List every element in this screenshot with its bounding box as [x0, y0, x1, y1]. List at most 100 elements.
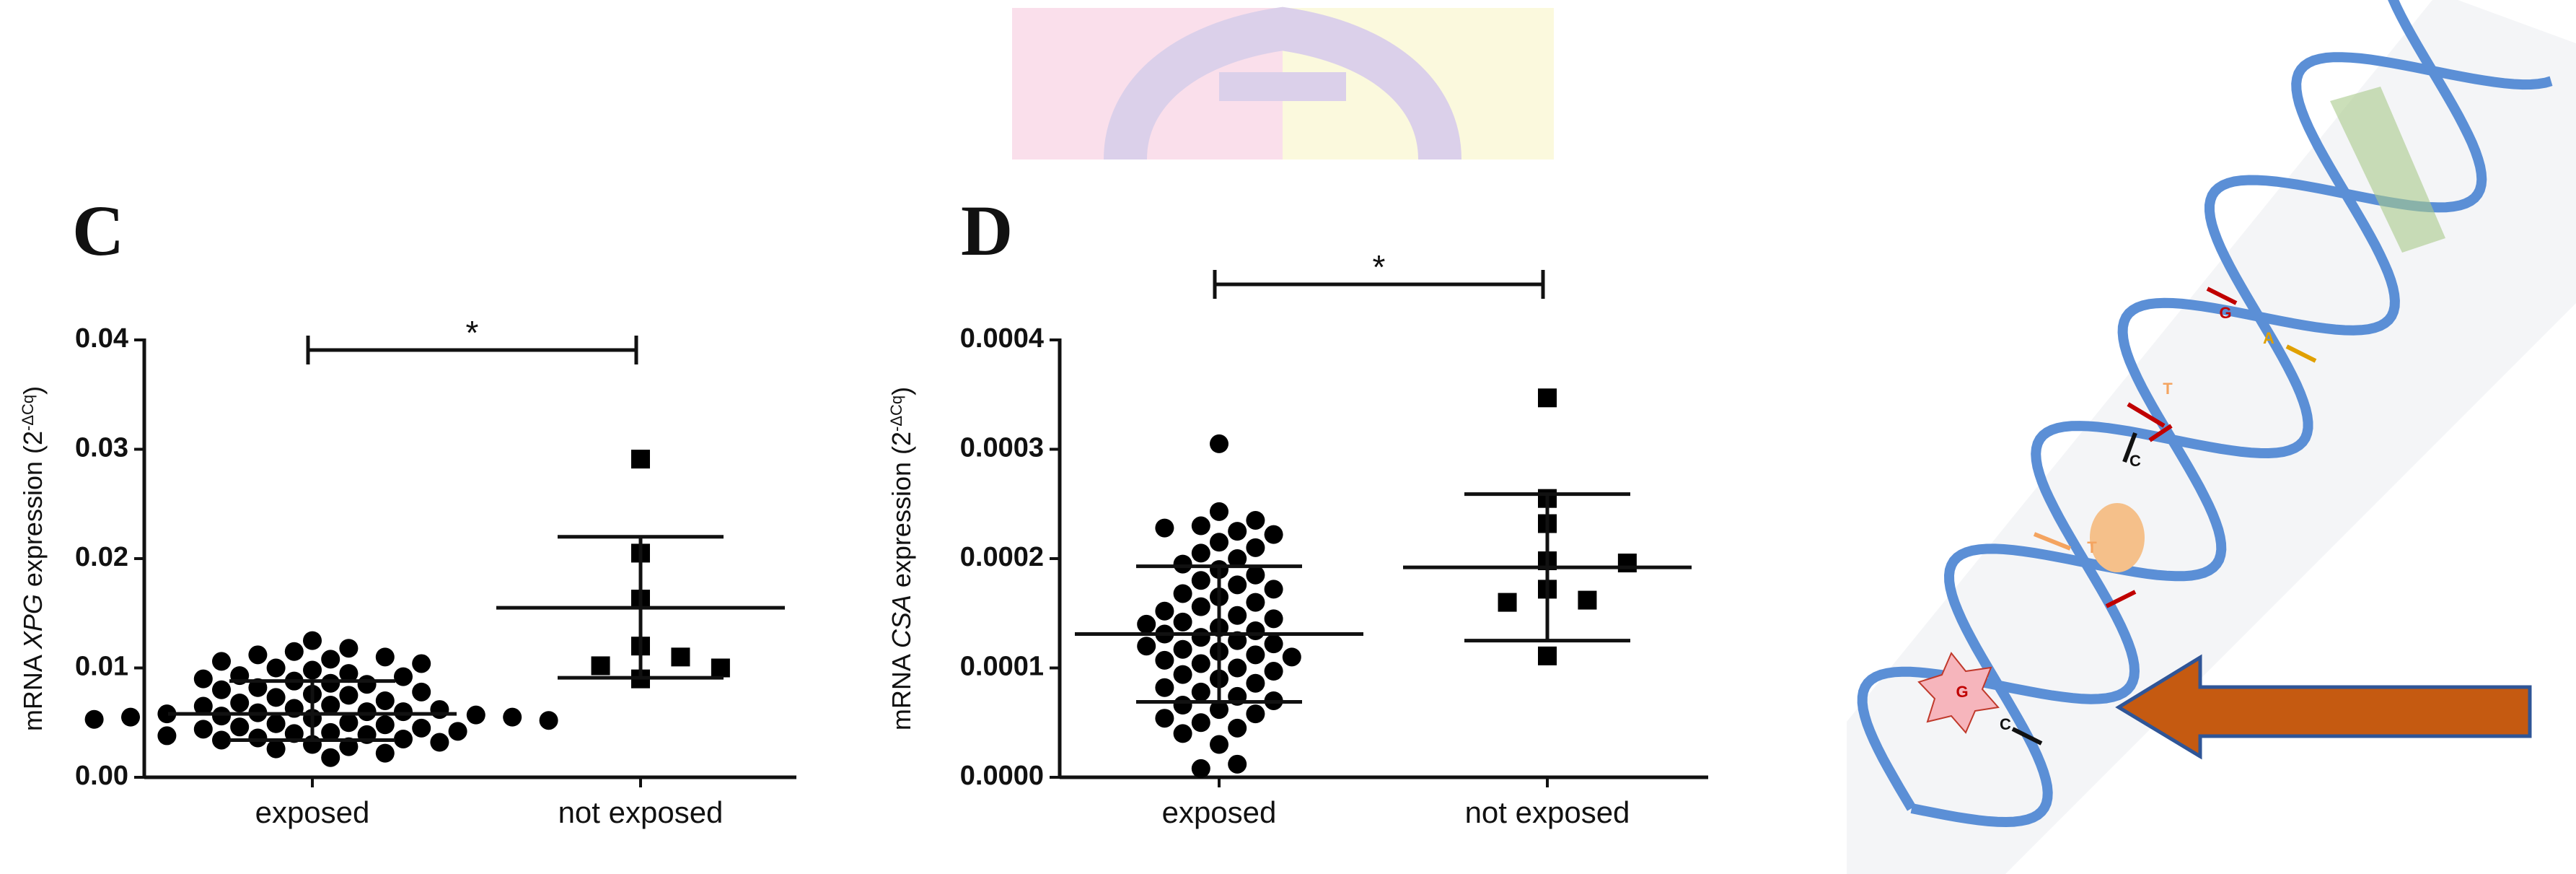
data-point	[466, 705, 485, 725]
panel-label: D	[961, 191, 1013, 271]
data-point	[212, 652, 231, 671]
y-label-part: )	[18, 386, 48, 395]
y-tick-label: 0.0003	[960, 433, 1044, 463]
y-label-part: mRNA	[887, 648, 916, 730]
y-tick-label: 0.04	[75, 323, 128, 354]
dna-letter: T	[2087, 538, 2097, 556]
data-point	[412, 718, 431, 738]
data-point	[230, 693, 250, 712]
data-point	[1155, 518, 1174, 538]
data-point	[321, 722, 340, 742]
data-point	[1210, 502, 1228, 521]
y-tick-label: 0.0004	[960, 323, 1044, 354]
data-point	[321, 696, 340, 715]
data-point	[1578, 590, 1597, 610]
data-point	[339, 737, 359, 756]
base-pair	[2122, 432, 2137, 463]
data-point	[430, 733, 449, 752]
data-point	[248, 728, 268, 748]
data-point	[1210, 434, 1228, 453]
data-point	[321, 748, 340, 767]
dna-letter: C	[2000, 715, 2011, 733]
dna-letter: G	[1956, 683, 1968, 701]
base-pair	[2148, 424, 2173, 442]
data-point	[1246, 704, 1265, 724]
y-label-part: )	[887, 387, 916, 396]
data-point	[339, 713, 359, 733]
data-point	[1228, 606, 1247, 625]
y-label-part: expression (2	[887, 432, 916, 595]
dna-strand	[1857, 0, 2487, 811]
data-point	[1191, 571, 1210, 590]
data-point	[212, 730, 231, 750]
data-point	[1538, 388, 1557, 408]
green-band	[2330, 87, 2445, 253]
data-point	[1246, 645, 1265, 665]
data-point	[1246, 538, 1265, 557]
data-point	[157, 726, 177, 746]
x-tick-label: exposed	[1162, 795, 1277, 829]
data-point	[1228, 631, 1247, 650]
y-tick-label: 0.01	[75, 652, 128, 682]
data-point	[394, 667, 413, 686]
data-point	[503, 707, 522, 727]
dna-letter: A	[2263, 329, 2274, 347]
data-point	[430, 700, 449, 720]
y-label-part: XPG	[18, 594, 48, 650]
base-pair	[2011, 727, 2043, 746]
base-pair	[2033, 532, 2072, 551]
data-point	[1498, 593, 1517, 612]
data-point	[266, 688, 286, 707]
data-point	[1246, 673, 1265, 693]
data-point	[1191, 543, 1210, 563]
data-point	[357, 675, 377, 694]
data-point	[412, 654, 431, 673]
data-point	[375, 647, 395, 667]
data-point	[321, 673, 340, 693]
data-point	[375, 715, 395, 735]
data-point	[1264, 580, 1283, 599]
data-point	[193, 669, 213, 689]
data-point	[1264, 662, 1283, 681]
panel-label: C	[72, 191, 124, 271]
data-point	[1191, 759, 1210, 778]
data-point	[1155, 678, 1174, 697]
data-point	[1228, 754, 1247, 774]
data-point	[157, 704, 177, 724]
protein	[2090, 503, 2145, 572]
data-point	[84, 709, 104, 729]
data-point	[321, 650, 340, 669]
data-point	[1173, 696, 1192, 715]
dna-illustration: G A T C T G C	[1847, 0, 2576, 874]
y-label-part: -ΔCq	[19, 395, 37, 431]
data-point	[1155, 650, 1174, 670]
data-point	[1264, 525, 1283, 544]
data-point	[266, 658, 286, 678]
data-point	[1173, 554, 1192, 574]
data-point	[248, 678, 268, 697]
data-point	[1246, 565, 1265, 585]
data-point	[671, 647, 690, 667]
data-point	[339, 686, 359, 705]
data-point	[303, 660, 322, 680]
y-tick-label: 0.0000	[960, 761, 1044, 791]
data-point	[266, 714, 286, 733]
data-point	[375, 743, 395, 763]
data-point	[631, 450, 650, 469]
data-point	[212, 707, 231, 726]
data-point	[375, 691, 395, 710]
data-point	[1228, 549, 1247, 568]
data-point	[1210, 700, 1228, 720]
data-point	[539, 711, 558, 730]
data-point	[1282, 647, 1301, 667]
dna-letter: G	[2219, 304, 2231, 322]
y-label-part: CSA	[887, 595, 916, 648]
dna-strand	[1910, 52, 2553, 828]
data-point	[339, 664, 359, 683]
x-tick-label: not exposed	[558, 795, 724, 829]
significance-label: *	[1373, 248, 1386, 286]
y-tick-label: 0.03	[75, 433, 128, 463]
y-tick-label: 0.02	[75, 542, 128, 572]
